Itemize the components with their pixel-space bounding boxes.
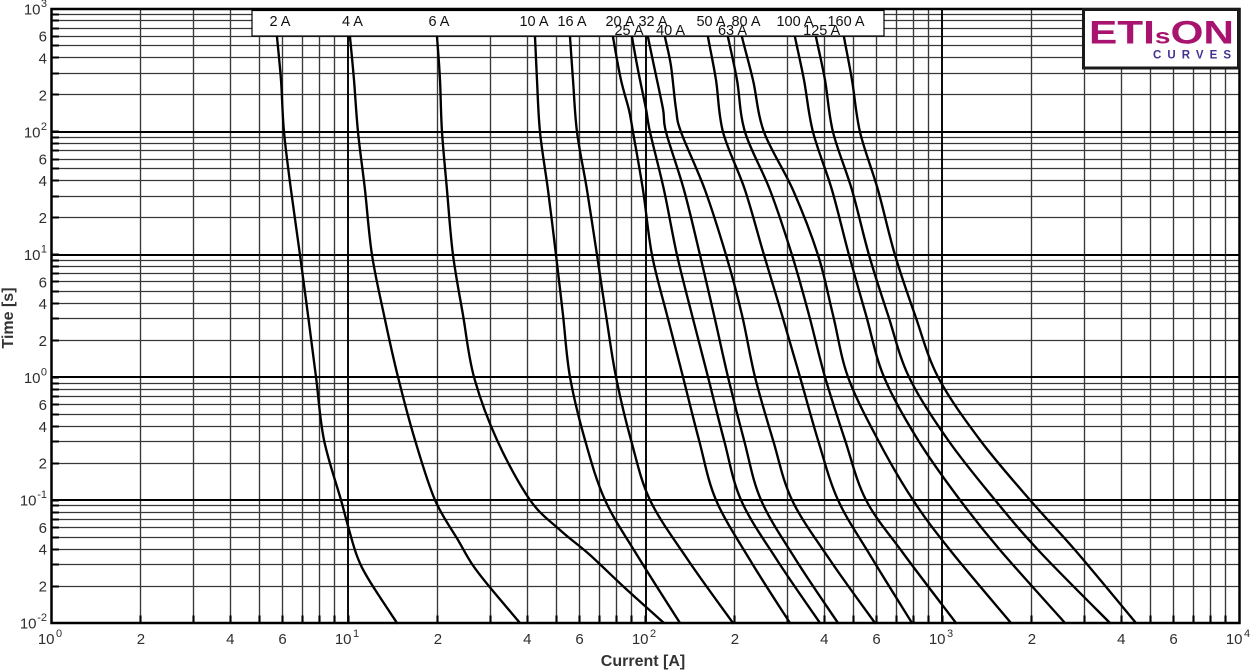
svg-text:6: 6: [1169, 631, 1177, 648]
svg-text:4: 4: [39, 542, 47, 559]
svg-text:80 A: 80 A: [731, 14, 760, 30]
svg-text:10: 10: [929, 631, 946, 648]
svg-text:Time [s]: Time [s]: [0, 287, 17, 348]
svg-text:6: 6: [575, 631, 583, 648]
svg-text:4 A: 4 A: [342, 14, 363, 30]
svg-text:6: 6: [39, 29, 47, 46]
svg-text:10: 10: [24, 124, 41, 141]
svg-text:4: 4: [1244, 628, 1250, 640]
svg-text:16 A: 16 A: [557, 14, 586, 30]
svg-text:6: 6: [39, 520, 47, 537]
svg-text:2: 2: [137, 631, 145, 648]
svg-text:2: 2: [650, 628, 656, 640]
svg-text:10: 10: [335, 631, 352, 648]
svg-text:4: 4: [820, 631, 828, 648]
svg-text:3: 3: [41, 0, 47, 10]
svg-text:1: 1: [353, 628, 359, 640]
svg-text:6 A: 6 A: [429, 14, 450, 30]
svg-text:6: 6: [39, 152, 47, 169]
svg-text:-1: -1: [37, 489, 47, 501]
svg-text:4: 4: [226, 631, 234, 648]
svg-text:2: 2: [39, 579, 47, 596]
svg-text:6: 6: [39, 397, 47, 414]
svg-text:4: 4: [39, 419, 47, 436]
svg-text:1: 1: [41, 244, 47, 256]
svg-text:4: 4: [39, 296, 47, 313]
svg-text:25 A: 25 A: [614, 23, 643, 39]
svg-text:10: 10: [24, 2, 41, 19]
svg-text:4: 4: [39, 173, 47, 190]
svg-text:6: 6: [872, 631, 880, 648]
svg-text:2: 2: [731, 631, 739, 648]
svg-text:4: 4: [523, 631, 531, 648]
svg-text:0: 0: [56, 628, 62, 640]
svg-text:2: 2: [39, 210, 47, 227]
svg-text:2: 2: [41, 121, 47, 133]
svg-text:2: 2: [39, 87, 47, 104]
svg-text:Current [A]: Current [A]: [601, 653, 685, 670]
svg-text:10: 10: [24, 370, 41, 387]
svg-text:20 A: 20 A: [605, 14, 634, 30]
svg-text:2: 2: [39, 333, 47, 350]
svg-text:2: 2: [1028, 631, 1036, 648]
svg-text:2: 2: [434, 631, 442, 648]
svg-text:4: 4: [1117, 631, 1125, 648]
svg-text:63 A: 63 A: [718, 23, 747, 39]
svg-text:4: 4: [39, 50, 47, 67]
svg-text:40 A: 40 A: [656, 23, 685, 39]
svg-text:10 A: 10 A: [519, 14, 548, 30]
svg-text:3: 3: [947, 628, 953, 640]
svg-text:-2: -2: [37, 612, 47, 624]
svg-text:125 A: 125 A: [803, 23, 840, 39]
svg-text:10: 10: [20, 616, 37, 633]
svg-text:10: 10: [1226, 631, 1243, 648]
svg-text:10: 10: [20, 493, 37, 510]
svg-text:6: 6: [278, 631, 286, 648]
svg-text:10: 10: [632, 631, 649, 648]
svg-text:0: 0: [41, 366, 47, 378]
svg-text:100 A: 100 A: [776, 14, 813, 30]
svg-text:160 A: 160 A: [827, 14, 864, 30]
svg-text:2 A: 2 A: [270, 14, 291, 30]
svg-text:32 A: 32 A: [638, 14, 667, 30]
svg-text:2: 2: [39, 456, 47, 473]
svg-text:10: 10: [24, 247, 41, 264]
svg-text:10: 10: [38, 631, 55, 648]
svg-text:6: 6: [39, 274, 47, 291]
svg-text:50 A: 50 A: [696, 14, 725, 30]
